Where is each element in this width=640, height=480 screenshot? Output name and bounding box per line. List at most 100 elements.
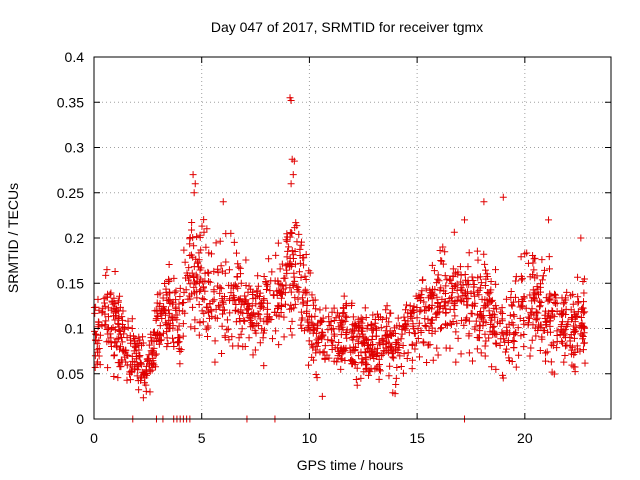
data-point — [551, 291, 559, 299]
data-point — [365, 371, 373, 379]
data-point — [489, 310, 497, 318]
data-point — [510, 312, 518, 320]
data-point — [219, 298, 227, 306]
data-point — [291, 277, 299, 285]
data-point — [168, 300, 176, 308]
data-point — [453, 319, 461, 327]
data-point — [497, 308, 505, 316]
data-point — [287, 96, 295, 104]
data-point — [388, 331, 396, 339]
data-point — [336, 319, 344, 327]
data-point — [329, 325, 337, 333]
data-point — [444, 299, 452, 307]
data-point — [172, 287, 180, 295]
data-point — [406, 302, 414, 310]
data-point — [406, 310, 414, 318]
data-point — [267, 277, 275, 285]
data-point — [210, 267, 218, 275]
data-point — [437, 325, 445, 333]
data-point — [428, 301, 436, 309]
data-point — [164, 340, 172, 348]
data-point — [266, 287, 274, 295]
data-point — [260, 272, 268, 280]
data-point — [536, 280, 544, 288]
data-point — [260, 317, 268, 325]
data-point — [107, 289, 115, 297]
data-point — [113, 305, 121, 313]
data-point — [127, 361, 135, 369]
data-point — [260, 362, 268, 370]
data-point — [454, 293, 462, 301]
data-point — [272, 251, 280, 259]
data-point — [105, 337, 113, 345]
data-point — [530, 255, 538, 263]
data-point — [188, 218, 196, 226]
data-point — [358, 339, 366, 347]
data-point — [191, 180, 199, 188]
data-point — [506, 311, 514, 319]
data-point — [375, 313, 383, 321]
data-point — [433, 293, 441, 301]
data-point — [312, 371, 320, 379]
data-point — [110, 352, 118, 360]
data-point — [502, 348, 510, 356]
data-point — [385, 318, 393, 326]
data-point — [553, 332, 561, 340]
data-point — [410, 329, 418, 337]
data-point — [369, 351, 377, 359]
data-point — [302, 275, 310, 283]
data-point — [492, 266, 500, 274]
data-point — [419, 338, 427, 346]
data-point — [174, 326, 182, 334]
data-point — [290, 157, 298, 165]
data-point — [134, 366, 142, 374]
data-point — [503, 345, 511, 353]
data-point — [252, 329, 260, 337]
data-point — [484, 272, 492, 280]
data-point — [533, 314, 541, 322]
data-point — [188, 269, 196, 277]
data-point — [184, 295, 192, 303]
data-point — [404, 349, 412, 357]
data-point — [418, 287, 426, 295]
data-point — [181, 258, 189, 266]
data-point — [361, 304, 369, 312]
data-point — [107, 325, 115, 333]
data-point — [179, 307, 187, 315]
data-point — [564, 320, 572, 328]
data-point — [127, 367, 135, 375]
data-point — [115, 334, 123, 342]
data-point — [441, 302, 449, 310]
data-point — [242, 281, 250, 289]
data-point — [322, 304, 330, 312]
data-point — [558, 318, 566, 326]
data-point — [108, 297, 116, 305]
data-point — [371, 365, 379, 373]
data-point — [481, 330, 489, 338]
data-point — [176, 284, 184, 292]
data-point — [546, 328, 554, 336]
data-point — [356, 323, 364, 331]
data-point — [135, 333, 143, 341]
data-point — [436, 246, 444, 254]
data-point — [570, 334, 578, 342]
data-point — [169, 322, 177, 330]
data-point — [547, 358, 555, 366]
data-point — [487, 286, 495, 294]
data-point — [532, 332, 540, 340]
data-point — [464, 301, 472, 309]
data-point — [260, 295, 268, 303]
data-point — [305, 337, 313, 345]
data-point — [189, 303, 197, 311]
data-point — [465, 332, 473, 340]
data-point — [93, 340, 101, 348]
data-point — [577, 330, 585, 338]
data-point — [394, 346, 402, 354]
data-point — [254, 310, 262, 318]
data-point — [209, 297, 217, 305]
data-point — [245, 282, 253, 290]
data-point — [365, 347, 373, 355]
data-point — [383, 331, 391, 339]
data-point — [316, 348, 324, 356]
data-point — [545, 253, 553, 261]
